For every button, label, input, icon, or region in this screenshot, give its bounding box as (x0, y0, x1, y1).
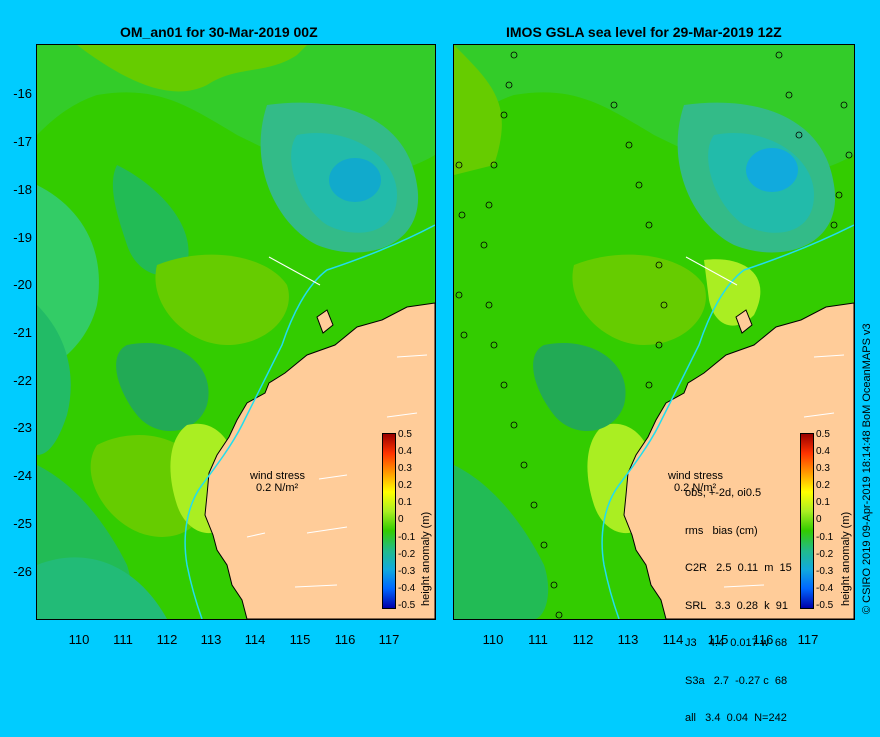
colorbar-tick: -0.4 (398, 583, 416, 594)
colorbar-tick: 0.3 (398, 463, 412, 474)
stats-row: J3 4.4 0.017 w 68 (685, 637, 788, 649)
stats-row: SRL 3.3 0.28 k 91 (685, 599, 788, 612)
shelf-contour-line (184, 224, 435, 619)
colorbar-tick: -0.4 (816, 583, 834, 594)
sea-level-contours (37, 45, 435, 619)
colorbar-tick: -0.1 (398, 532, 416, 543)
lat-tick: -24 (13, 468, 32, 483)
lon-tick: 113 (200, 632, 222, 647)
lat-tick: -21 (13, 325, 32, 340)
shelf-contour-line (601, 224, 854, 619)
stats-header-2: rms bias (cm) (685, 524, 758, 537)
colorbar-gradient (382, 433, 396, 609)
lon-tick: 111 (528, 632, 548, 647)
stats-row: all 3.4 0.04 N=242 (685, 712, 787, 724)
lon-tick: 113 (617, 632, 639, 647)
credit-line: © CSIRO 2019 09-Apr-2019 18:14:48 BoM Oc… (861, 323, 873, 614)
wind-arrows (246, 256, 428, 588)
left-map-panel[interactable] (36, 44, 436, 620)
right-map-title: IMOS GSLA sea level for 29-Mar-2019 12Z (506, 24, 782, 40)
colorbar-tick: -0.2 (398, 549, 416, 560)
lon-tick: 115 (707, 632, 729, 647)
lon-tick: 117 (378, 632, 400, 647)
wind-stress-label: wind stress (668, 470, 724, 482)
lon-tick: 117 (797, 632, 819, 647)
colorbar-tick: -0.5 (398, 600, 416, 611)
lon-tick: 116 (752, 632, 774, 647)
altimeter-track-points (455, 51, 853, 619)
colorbar-label: height anomaly (m) (840, 511, 852, 606)
left-map-canvas (37, 45, 435, 619)
lon-tick: 110 (68, 632, 90, 647)
stats-row: C2R 2.5 0.11 m 15 (685, 562, 792, 574)
wind-stress-label: wind stress (250, 470, 306, 482)
colorbar-tick: -0.3 (816, 566, 834, 577)
colorbar-tick: 0.2 (816, 480, 830, 491)
colorbar-tick: -0.2 (816, 549, 834, 560)
lon-tick: 112 (572, 632, 594, 647)
colorbar-tick: -0.1 (816, 532, 834, 543)
lat-tick: -25 (13, 516, 32, 531)
colorbar-gradient (800, 433, 814, 609)
stats-row: S3a 2.7 -0.27 c 68 (685, 674, 788, 687)
altimeter-stats: obs, +-2d, oi0.5 rms bias (cm) C2R 2.5 0… (685, 462, 792, 737)
lat-tick: -20 (13, 277, 32, 292)
lat-tick: -18 (13, 182, 32, 197)
wind-stress-key-left: wind stress 0.2 N/m² (250, 470, 305, 494)
lon-tick: 110 (482, 632, 504, 647)
colorbar-tick: 0.1 (816, 497, 830, 508)
colorbar-tick: 0.5 (816, 429, 830, 440)
lat-tick: -26 (13, 564, 32, 579)
right-map-panel[interactable] (453, 44, 855, 620)
wind-stress-scale: 0.2 N/m² (256, 482, 299, 494)
land-mass (623, 302, 854, 619)
island (735, 309, 753, 334)
wind-arrows (685, 256, 845, 588)
wind-stress-key-right: wind stress 0.2 N/m² (668, 470, 723, 494)
left-map-title: OM_an01 for 30-Mar-2019 00Z (120, 24, 318, 40)
lat-tick: -23 (13, 420, 32, 435)
wind-stress-scale: 0.2 N/m² (674, 482, 717, 494)
colorbar-tick: 0.1 (398, 497, 412, 508)
colorbar-tick: 0.4 (398, 446, 412, 457)
lat-tick: -19 (13, 230, 32, 245)
colorbar-tick: 0.2 (398, 480, 412, 491)
colorbar-tick: -0.3 (398, 566, 416, 577)
lat-tick: -22 (13, 373, 32, 388)
lon-tick: 114 (662, 632, 684, 647)
right-map-canvas (454, 45, 854, 619)
colorbar-tick: 0.3 (816, 463, 830, 474)
lat-tick: -17 (13, 134, 32, 149)
colorbar-tick: 0.4 (816, 446, 830, 457)
colorbar-tick: 0.5 (398, 429, 412, 440)
lon-tick: 115 (289, 632, 311, 647)
land-mass (204, 302, 435, 619)
colorbar-label: height anomaly (m) (420, 511, 432, 606)
lon-tick: 111 (113, 632, 133, 647)
sea-level-contours (454, 45, 854, 619)
lat-tick: -16 (13, 86, 32, 101)
colorbar-tick: 0 (398, 514, 404, 525)
lon-tick: 112 (156, 632, 178, 647)
stats-header-1: obs, +-2d, oi0.5 (685, 487, 762, 499)
colorbar-tick: -0.5 (816, 600, 834, 611)
island (316, 309, 334, 334)
lon-tick: 114 (244, 632, 266, 647)
lon-tick: 116 (334, 632, 356, 647)
colorbar-tick: 0 (816, 514, 822, 525)
